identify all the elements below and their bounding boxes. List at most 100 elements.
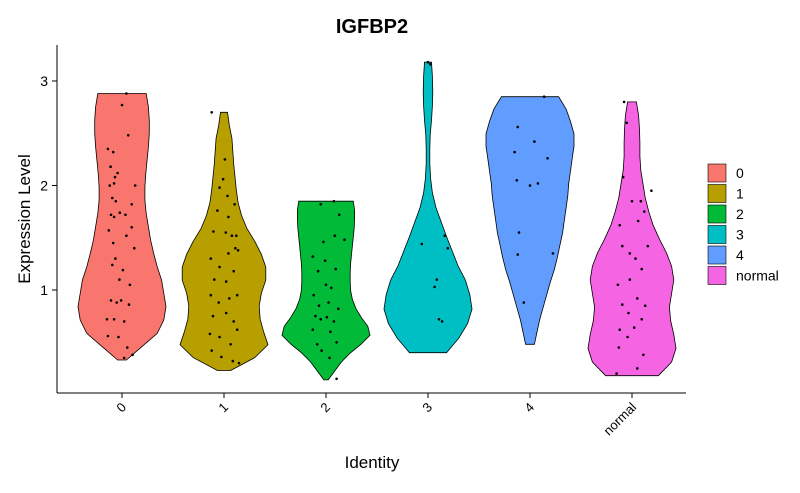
data-point [440,320,444,323]
data-point [208,332,212,336]
data-point [316,269,320,273]
data-point [639,199,643,203]
data-point [332,199,336,203]
data-point [115,301,118,304]
data-point [632,326,636,329]
x-tick-label: 2 [317,400,333,416]
data-point [517,231,521,234]
data-point [108,184,111,187]
data-point [622,100,626,104]
data-point [116,171,119,175]
data-point [533,140,536,143]
data-point [332,320,336,323]
data-point [516,253,519,256]
data-point [625,121,628,125]
data-point [320,349,323,352]
data-point [229,343,232,346]
data-point [443,234,447,237]
data-point [626,335,629,339]
violin-2 [281,200,371,381]
data-point [435,278,439,281]
data-point [628,252,632,255]
data-point [615,372,618,375]
violin-4 [485,96,575,345]
legend-label: 4 [736,247,744,263]
chart-title: IGFBP2 [336,16,408,38]
data-point [127,303,131,306]
data-point [329,330,332,334]
legend: 0 1 2 3 4 normal [707,163,779,285]
violin-3 [383,61,473,354]
data-point [628,278,632,281]
data-point [122,320,126,323]
data-point [636,219,640,223]
legend-swatch [707,245,727,265]
data-point [437,318,441,321]
data-point [642,353,645,357]
data-point [210,111,213,114]
data-point [237,361,241,365]
x-tick-label: 3 [419,400,435,416]
data-point [109,213,113,217]
data-point [118,278,121,281]
data-point [636,297,639,300]
data-point [117,335,120,339]
data-point [420,242,424,246]
y-tick-label: 2 [40,178,48,194]
data-point [228,297,231,300]
legend-swatch [707,225,727,244]
plot-area [77,60,677,381]
data-point [111,150,115,154]
data-point [426,60,430,64]
data-point [234,246,237,250]
legend-label: normal [736,268,779,284]
data-point [446,246,450,250]
y-tick-label: 1 [40,282,48,298]
violin-0 [77,93,167,361]
x-tick-label: 4 [521,400,537,416]
data-point [118,211,122,214]
data-point [617,346,621,349]
data-point [216,209,219,212]
data-point [337,213,341,217]
data-point [235,293,239,297]
data-point [221,177,225,181]
data-point [337,307,340,311]
data-point [113,175,117,179]
data-point [232,269,235,273]
data-point [335,341,338,344]
data-point [330,286,333,290]
data-point [109,299,113,302]
data-point [218,335,221,339]
data-point [650,189,653,192]
data-point [327,301,330,304]
data-point [233,203,236,206]
legend-swatch [707,266,727,285]
legend-swatch [707,163,727,183]
data-point [324,283,328,287]
data-point [133,184,137,187]
data-point [536,182,540,185]
data-point [516,125,519,129]
data-point [311,255,315,258]
data-point [643,210,646,213]
data-point [114,199,118,203]
data-point [212,230,215,233]
data-point [335,377,338,381]
data-point [224,311,228,315]
data-point [433,285,436,289]
data-point [119,299,123,302]
data-point [230,234,234,237]
data-point [213,278,216,281]
data-point [109,165,112,168]
violin-normal [587,101,677,377]
data-point [333,234,337,237]
legend-label: 2 [736,206,744,222]
data-point [112,182,116,185]
data-point [105,318,109,321]
y-tick-label: 3 [40,73,48,89]
data-point [640,318,643,321]
data-point [120,103,124,107]
data-point [231,359,235,363]
